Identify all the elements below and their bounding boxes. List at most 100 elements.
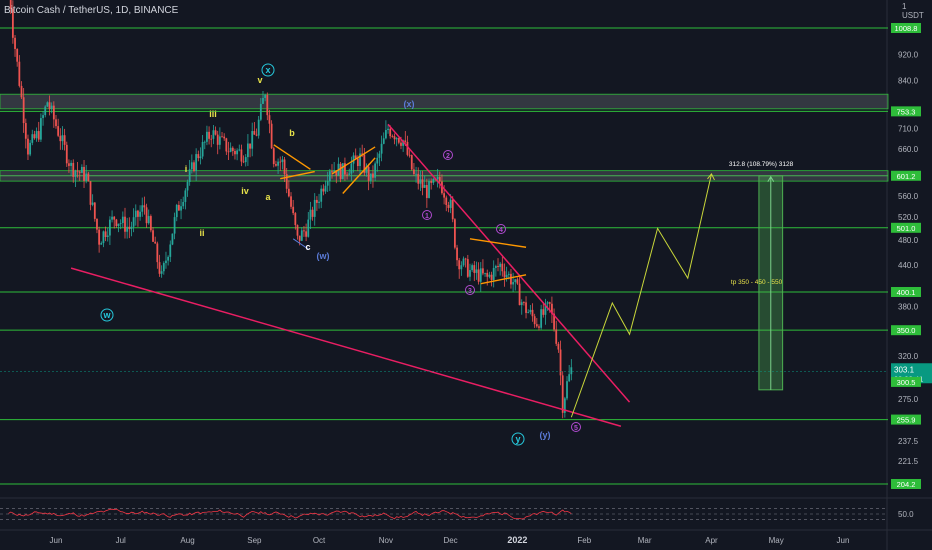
candle [227,151,230,153]
candle [70,162,72,166]
wedge-line[interactable] [273,144,311,170]
wedge-line[interactable] [469,238,527,248]
candle [83,166,85,181]
candle [309,209,312,220]
rsi-line[interactable] [8,508,572,520]
candle [199,156,202,159]
wave-label: ii [199,228,204,238]
candle [223,136,226,139]
wedge-line[interactable] [292,238,309,250]
candle [563,398,566,413]
wedge-line[interactable] [280,170,315,180]
level-badge[interactable] [891,222,921,233]
candle [55,119,57,127]
candle [527,312,530,313]
candle [169,244,172,257]
level-badge[interactable] [891,170,921,181]
candle [42,115,44,119]
candle [137,210,139,217]
candle [37,131,40,140]
level-badge[interactable] [891,286,921,297]
price-tick: 560.0 [898,192,919,201]
target-arrow [767,175,775,390]
candle [268,115,271,124]
candle [65,144,68,164]
candle [322,188,325,192]
wave-label: b [289,128,295,138]
candle [22,97,25,124]
candle [469,270,471,277]
candle [154,241,157,244]
wave-label-circle [465,285,475,295]
candle [339,163,342,180]
trendline[interactable] [387,123,631,403]
symbol-title[interactable]: Bitcoin Cash / TetherUS, 1D, BINANCE [4,5,179,16]
candle [160,271,163,274]
candle [106,235,109,238]
time-tick: May [769,536,784,545]
level-badge-label: 400.1 [897,288,916,297]
candle [456,247,458,261]
candle [236,150,239,155]
trendline[interactable] [70,267,622,427]
time-tick: Nov [379,536,393,545]
candle [544,303,547,315]
time-tick: Feb [577,536,591,545]
candle [272,148,275,165]
candle [512,282,515,285]
wave-label: 2 [446,153,450,160]
candle [404,140,407,142]
candle [96,218,98,230]
candle [423,185,426,188]
candle [20,85,23,98]
candle [490,274,493,280]
projection-path[interactable] [570,173,712,418]
candle [126,226,129,232]
candle [59,135,62,142]
candle [326,181,329,186]
candle [238,149,241,151]
candle [98,229,101,245]
candle [14,37,16,49]
candle [382,138,385,144]
candle [100,243,103,245]
wedge-line[interactable] [342,157,376,194]
candle [292,206,295,214]
candle [128,226,131,230]
candle [533,316,536,325]
candle [548,302,551,304]
wedge-line[interactable] [331,146,376,175]
candle [464,258,467,260]
candle [499,263,502,267]
candle [206,131,208,142]
candle [132,217,135,227]
level-badge[interactable] [891,106,921,117]
candle [520,302,523,306]
candle [266,95,269,116]
level-badge[interactable] [891,23,921,33]
candle [78,171,81,173]
candle [201,142,204,157]
candle [307,219,310,237]
candle [11,8,14,38]
wave-label: 4 [499,227,503,234]
candle [311,209,314,217]
level-badge[interactable] [891,325,921,336]
candle [529,309,532,313]
candle [410,155,413,170]
level-badge[interactable] [891,479,921,489]
candle [505,274,508,278]
candle [210,138,213,140]
wedge-line[interactable] [480,274,527,285]
candle [287,188,290,197]
candle [264,95,267,98]
candle [473,265,476,273]
wave-label: a [265,192,271,202]
time-tick: Jul [116,536,126,545]
candle [251,131,254,149]
time-tick: Apr [705,536,718,545]
candle [546,302,549,304]
candle [538,326,540,328]
level-badge[interactable] [891,414,921,425]
